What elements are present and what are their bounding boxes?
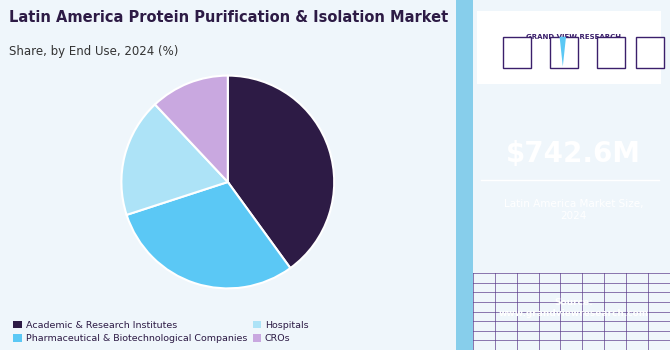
- Text: $742.6M: $742.6M: [506, 140, 641, 168]
- FancyBboxPatch shape: [477, 10, 661, 84]
- FancyBboxPatch shape: [636, 37, 663, 68]
- Wedge shape: [228, 76, 334, 268]
- Text: Latin America Market Size,
2024: Latin America Market Size, 2024: [504, 199, 643, 221]
- FancyBboxPatch shape: [597, 37, 625, 68]
- Polygon shape: [559, 37, 566, 66]
- FancyBboxPatch shape: [502, 37, 531, 68]
- Legend: Academic & Research Institutes, Pharmaceutical & Biotechnological Companies, Hos: Academic & Research Institutes, Pharmace…: [11, 319, 310, 345]
- Wedge shape: [121, 104, 228, 215]
- FancyBboxPatch shape: [550, 37, 578, 68]
- Text: GRAND VIEW RESEARCH: GRAND VIEW RESEARCH: [526, 34, 621, 40]
- Text: Share, by End Use, 2024 (%): Share, by End Use, 2024 (%): [9, 46, 178, 58]
- FancyBboxPatch shape: [456, 0, 473, 350]
- Text: Source:
www.grandviewresearch.com: Source: www.grandviewresearch.com: [498, 298, 649, 318]
- Text: Latin America Protein Purification & Isolation Market: Latin America Protein Purification & Iso…: [9, 10, 448, 26]
- Wedge shape: [155, 76, 228, 182]
- Wedge shape: [127, 182, 290, 288]
